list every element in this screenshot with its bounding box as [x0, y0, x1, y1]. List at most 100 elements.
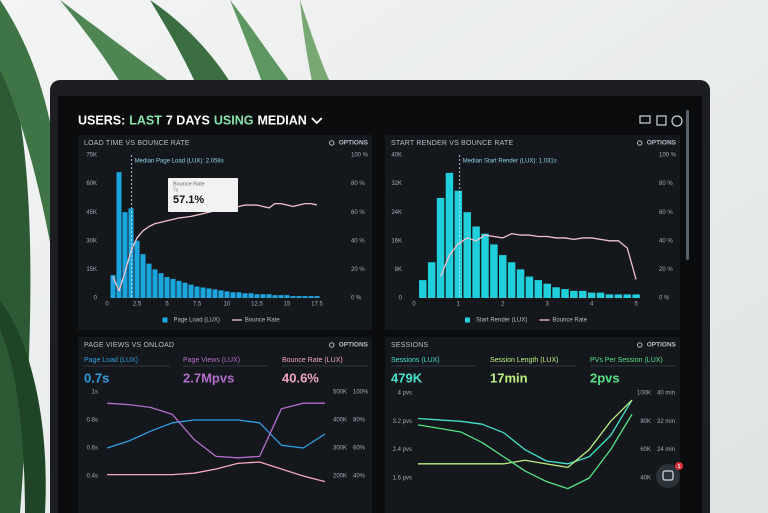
y-tick-label: 4 pvs: [398, 391, 412, 397]
bar: [499, 255, 507, 298]
bar: [170, 278, 176, 298]
chat-button[interactable]: [656, 464, 680, 488]
x-tick-label: 5: [634, 302, 638, 308]
options-button[interactable]: OPTIONS: [339, 342, 369, 349]
header-title-part: 7 DAYS: [166, 113, 210, 127]
options-button[interactable]: OPTIONS: [339, 140, 369, 147]
bar: [182, 282, 188, 298]
bar: [472, 226, 480, 298]
y-tick-label: 0: [94, 296, 98, 302]
y3-tick-label: 24 min: [657, 447, 675, 453]
bar: [212, 289, 218, 298]
y-tick-label: 2.4 pvs: [393, 447, 412, 453]
bar: [579, 290, 587, 298]
bar: [534, 280, 543, 298]
bar: [272, 295, 278, 298]
y2-tick-label: 400K: [333, 418, 347, 424]
kpi-label: PVs Per Session (LUX): [590, 357, 663, 364]
tooltip-value: 57.1%: [173, 194, 204, 206]
y-tick-label: 15K: [86, 267, 97, 273]
y2-tick-label: 40K: [640, 476, 651, 482]
line-series: [418, 399, 633, 469]
y-tick-label: 32K: [391, 181, 402, 187]
bar: [605, 294, 614, 298]
dashboard: USERS: LAST 7 DAYS USING MEDIAN LOAD TIME VS…: [78, 110, 689, 513]
bar: [110, 275, 116, 298]
bar: [242, 293, 248, 298]
bar: [116, 172, 122, 298]
legend-swatch: [465, 317, 470, 323]
kpi-label: Page Load (LUX): [84, 357, 138, 364]
legend-swatch: [162, 317, 168, 323]
panel-title: LOAD TIME VS BOUNCE RATE: [84, 140, 190, 147]
bar: [481, 233, 489, 298]
legend-label: Bounce Rate: [552, 318, 587, 324]
plant: [0, 0, 330, 513]
y3-tick-label: 40%: [353, 474, 366, 480]
y3-tick-label: 40 min: [657, 391, 675, 397]
kpi-label: Sessions (LUX): [391, 357, 440, 364]
y2-tick-label: 80 %: [351, 181, 365, 187]
line-series: [106, 419, 326, 449]
line-series: [439, 233, 637, 280]
y2-tick-label: 100 %: [659, 153, 677, 159]
median-label: Median Start Render (LUX): 1.031s: [463, 159, 557, 165]
y-tick-label: 1s: [92, 390, 98, 396]
header-title-part: USERS:: [78, 113, 125, 127]
chat-badge-count: 1: [678, 464, 681, 470]
bar: [543, 283, 551, 298]
x-tick-label: 7.5: [193, 302, 202, 308]
header-title-part: LAST: [129, 113, 162, 127]
y-tick-label: 0.6s: [87, 446, 98, 452]
y2-tick-label: 20 %: [659, 267, 673, 273]
bar: [146, 263, 152, 298]
kpi-value: 2pvs: [590, 370, 620, 385]
y2-tick-label: 60K: [640, 447, 651, 453]
x-tick-label: 17.5: [311, 302, 323, 308]
y2-tick-label: 300K: [333, 446, 347, 452]
y3-tick-label: 80%: [353, 418, 366, 424]
bar: [278, 295, 284, 298]
header-icons: [639, 115, 683, 127]
x-tick-label: 0: [105, 302, 109, 308]
panel-title: PAGE VIEWS VS ONLOAD: [84, 342, 174, 349]
bar: [152, 269, 158, 298]
bar: [436, 197, 445, 298]
y-tick-label: 30K: [86, 238, 97, 244]
line-series: [107, 461, 326, 483]
bar: [122, 212, 128, 298]
bar: [254, 294, 260, 298]
options-button[interactable]: OPTIONS: [647, 342, 677, 349]
line-series: [417, 413, 633, 490]
bar: [134, 240, 140, 298]
tooltip-x: 7s: [173, 187, 179, 193]
bar: [158, 273, 164, 298]
bar: [200, 287, 206, 298]
y2-tick-label: 0 %: [351, 296, 362, 302]
bar: [236, 292, 242, 298]
bar: [490, 244, 498, 298]
bar: [266, 294, 272, 298]
bar: [308, 296, 314, 298]
kpi-value: 40.6%: [282, 370, 319, 385]
kpi-value: 479K: [391, 370, 423, 385]
legend-label: Start Render (LUX): [476, 318, 527, 324]
median-label: Median Page Load (LUX): 2.058s: [135, 159, 224, 165]
options-button[interactable]: OPTIONS: [647, 140, 677, 147]
y-tick-label: 75K: [86, 153, 97, 159]
x-tick-label: 15: [284, 302, 291, 308]
y-tick-label: 0.4s: [87, 474, 98, 480]
scrollbar[interactable]: [686, 110, 689, 260]
panel-title: START RENDER VS BOUNCE RATE: [391, 140, 513, 147]
y-tick-label: 1.6 pvs: [393, 476, 412, 482]
bar: [194, 286, 200, 298]
bar: [218, 290, 224, 298]
header: USERS: LAST 7 DAYS USING MEDIAN: [78, 113, 323, 127]
bar: [230, 292, 236, 298]
y-tick-label: 40K: [391, 153, 402, 159]
y2-tick-label: 20 %: [351, 267, 365, 273]
y-tick-label: 24K: [391, 210, 402, 216]
y3-tick-label: 60%: [353, 446, 366, 452]
x-tick-label: 0: [412, 302, 416, 308]
